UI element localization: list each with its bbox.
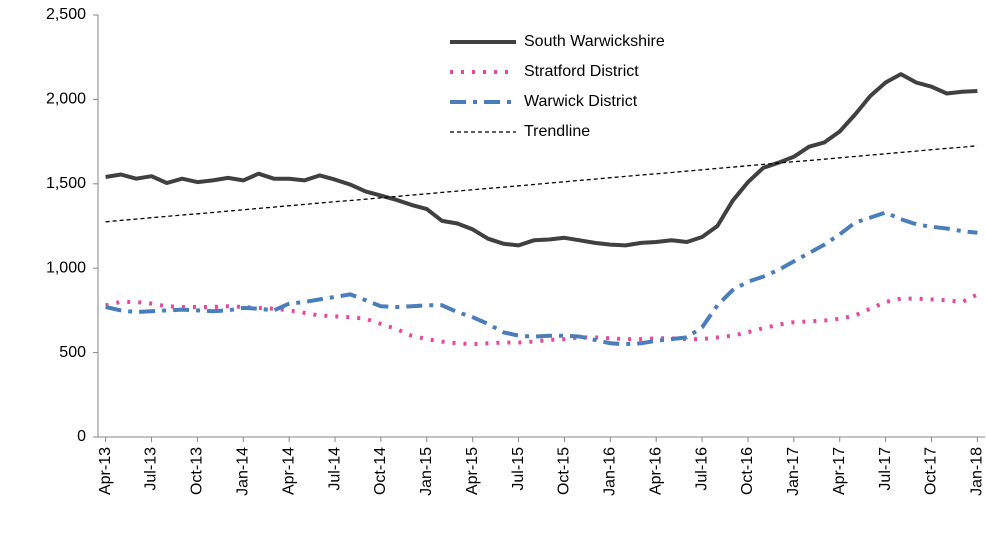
- legend-label: Trendline: [524, 123, 590, 140]
- x-tick-label: Jul-14: [326, 447, 343, 491]
- x-tick-label: Jan-16: [602, 447, 619, 496]
- y-tick-label: 2,500: [46, 6, 86, 23]
- x-tick-label: Jan-15: [418, 447, 435, 496]
- x-tick-label: Apr-13: [97, 447, 114, 495]
- x-tick-label: Apr-14: [280, 447, 297, 495]
- y-tick-label: 0: [77, 428, 86, 445]
- x-tick-label: Jan-14: [235, 447, 252, 496]
- x-tick-label: Apr-17: [831, 447, 848, 495]
- x-tick-label: Jul-15: [510, 447, 527, 491]
- x-tick-label: Oct-17: [923, 447, 940, 495]
- x-tick-label: Apr-15: [464, 447, 481, 495]
- series-line: [105, 72, 978, 248]
- y-tick-label: 2,000: [46, 91, 86, 108]
- legend-label: South Warwickshire: [524, 33, 665, 50]
- x-tick-label: Jul-13: [143, 447, 160, 491]
- y-tick-label: 500: [59, 344, 86, 361]
- legend-label: Warwick District: [524, 93, 638, 110]
- x-tick-label: Jan-17: [785, 447, 802, 496]
- y-tick-label: 1,500: [46, 175, 86, 192]
- x-tick-label: Jan-18: [969, 447, 986, 496]
- legend-label: Stratford District: [524, 63, 639, 80]
- x-tick-label: Oct-15: [556, 447, 573, 495]
- x-tick-label: Oct-16: [739, 447, 756, 495]
- x-tick-label: Jul-17: [877, 447, 894, 491]
- series-line: [105, 145, 978, 223]
- series-line: [105, 210, 978, 347]
- x-tick-label: Oct-13: [189, 447, 206, 495]
- x-tick-label: Jul-16: [693, 447, 710, 491]
- x-tick-label: Oct-14: [372, 447, 389, 495]
- y-tick-label: 1,000: [46, 259, 86, 276]
- series-line: [105, 292, 979, 347]
- x-tick-label: Apr-16: [647, 447, 664, 495]
